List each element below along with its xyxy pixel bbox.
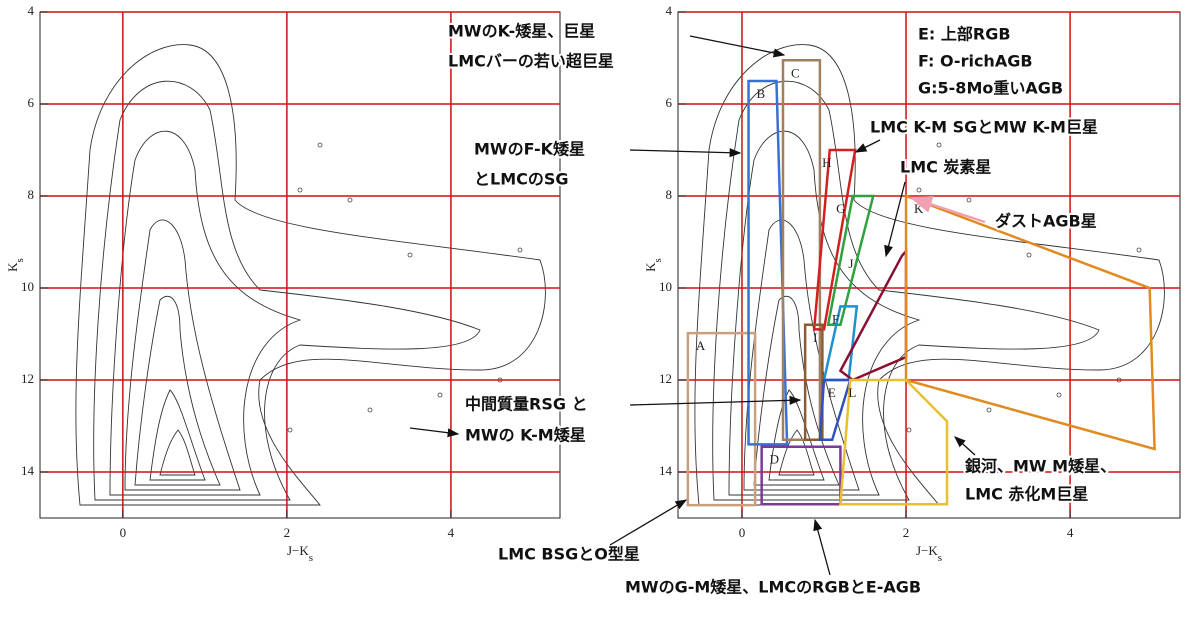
y-tick-label: 10: [21, 279, 34, 294]
axis-label: Ks: [643, 258, 664, 272]
region: [826, 194, 875, 327]
annotation: LMC 赤化M巨星: [965, 485, 1088, 504]
arrow: [689, 35, 786, 58]
annotation: LMC K-M SGとMW K-M巨星: [870, 118, 1098, 137]
y-tick-label: 4: [28, 3, 35, 18]
annotation: 中間質量RSG と: [465, 395, 588, 414]
region-label: G: [836, 201, 845, 216]
x-tick-label: 0: [120, 525, 127, 540]
x-tick-label: 4: [1067, 525, 1074, 540]
axis-label: J−Ks: [287, 543, 313, 564]
annotation: MWのK-矮星、巨星: [448, 22, 595, 41]
y-tick-label: 4: [666, 3, 673, 18]
region: [686, 331, 757, 507]
annotations: MWのK-矮星、巨星 LMCバーの若い超巨星 E: 上部RGB F: O-ric…: [409, 20, 1118, 599]
arrow: [409, 427, 460, 438]
annotation: 銀河、MW M矮星、: [965, 457, 1116, 476]
arrow: [629, 395, 802, 406]
annotation: MWのF-K矮星: [474, 140, 585, 159]
x-tick-label: 2: [284, 525, 291, 540]
region-label: I: [813, 330, 817, 345]
annotation: ダストAGB星: [995, 212, 1097, 231]
region-label: C: [791, 65, 800, 80]
axis-label: Ks: [5, 258, 26, 272]
region: [904, 194, 1156, 451]
y-tick-label: 6: [28, 95, 35, 110]
region: [747, 79, 789, 446]
y-tick-label: 8: [28, 187, 35, 202]
x-tick-label: 2: [903, 525, 910, 540]
arrow: [954, 436, 976, 456]
arrow: [813, 518, 831, 576]
annotation: LMC BSGとO型星: [498, 545, 640, 564]
y-tick-label: 14: [659, 463, 673, 478]
arrow: [609, 499, 688, 546]
annotation: LMCバーの若い超巨星: [448, 52, 614, 71]
region: [839, 378, 949, 506]
x-tick-label: 0: [739, 525, 746, 540]
y-tick-label: 6: [666, 95, 673, 110]
annotation: LMC 炭素星: [900, 158, 991, 177]
region-label: L: [848, 385, 856, 400]
annotation: とLMCのSG: [474, 170, 569, 189]
axis-label: J−Ks: [916, 543, 942, 564]
y-tick-label: 8: [666, 187, 673, 202]
annotation: MWの K-M矮星: [465, 426, 586, 445]
annotation: E: 上部RGB: [918, 25, 1011, 44]
arrow: [884, 181, 906, 258]
region-label: H: [822, 155, 831, 170]
region: [781, 59, 822, 442]
region-label: E: [828, 385, 836, 400]
annotation: MWのG-M矮星、LMCのRGBとE-AGB: [625, 578, 921, 597]
region-label: D: [770, 452, 779, 467]
annotation: G:5-8Mo重いAGB: [918, 79, 1063, 98]
y-tick-label: 14: [21, 463, 35, 478]
y-tick-label: 12: [659, 371, 672, 386]
region-label: J: [848, 256, 853, 271]
contours-right: [694, 44, 1165, 506]
arrow: [854, 139, 881, 153]
region-label: B: [757, 86, 766, 101]
region-label: A: [696, 338, 706, 353]
plots: 0 2 4 4 6 8 10 12 14 J−Ks Ks 0 2 4 4 6 8 10 12 14 J−Ks Ks A B C D…: [5, 3, 1181, 564]
y-tick-label: 10: [659, 279, 672, 294]
arrow: [629, 148, 742, 158]
region-label: F: [832, 311, 839, 326]
region: [818, 378, 852, 442]
region: [812, 148, 857, 331]
annotation: F: O-richAGB: [918, 52, 1033, 71]
region-label: K: [914, 201, 924, 216]
x-tick-label: 4: [448, 525, 455, 540]
y-tick-label: 12: [21, 371, 34, 386]
arrow: [909, 195, 986, 224]
